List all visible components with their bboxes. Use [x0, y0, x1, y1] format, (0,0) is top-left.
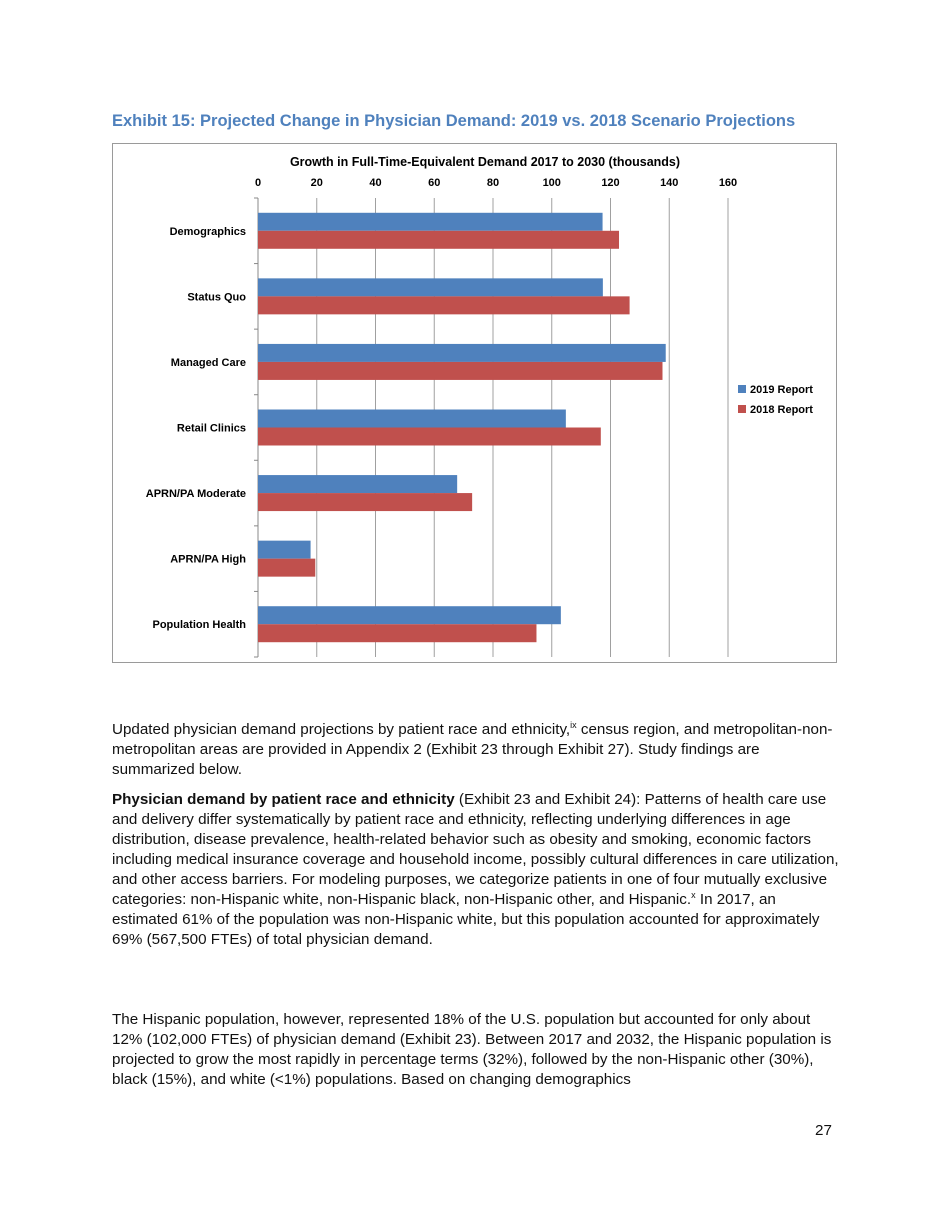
x-tick-label: 80 [487, 177, 499, 189]
bar-2018-report [258, 230, 620, 249]
paragraph-3: The Hispanic population, however, repres… [112, 1010, 842, 1090]
bar-2018-report [258, 493, 473, 512]
bar-2018-report [258, 427, 601, 446]
category-label: Status Quo [187, 291, 246, 303]
bar-2019-report [258, 475, 458, 494]
legend-swatch [738, 405, 746, 413]
text: In 2017, an estimated 61% of the populat… [112, 891, 820, 948]
text: (Exhibit 23 and Exhibit 24): Patterns of… [112, 791, 839, 908]
page-number: 27 [815, 1122, 832, 1139]
legend-label: 2019 Report [750, 384, 813, 396]
x-tick-label: 160 [719, 177, 737, 189]
x-tick-label: 0 [255, 177, 261, 189]
bar-2019-report [258, 212, 603, 231]
bar-2019-report [258, 409, 566, 428]
category-label: APRN/PA High [170, 554, 246, 566]
bar-2018-report [258, 624, 537, 643]
text: census region, and metropolitan-non-metr… [112, 721, 833, 778]
text: The Hispanic population, however, repres… [112, 1011, 832, 1088]
exhibit-title: Exhibit 15: Projected Change in Physicia… [112, 112, 796, 130]
legend-label: 2018 Report [750, 404, 813, 416]
bar-2018-report [258, 296, 630, 315]
x-tick-label: 20 [311, 177, 323, 189]
bar-2019-report [258, 540, 311, 559]
category-label: Managed Care [171, 357, 246, 369]
x-tick-label: 100 [543, 177, 561, 189]
x-tick-label: 140 [660, 177, 678, 189]
category-label: APRN/PA Moderate [146, 488, 246, 500]
paragraph-heading: Physician demand by patient race and eth… [112, 791, 455, 808]
category-label: Demographics [170, 226, 246, 238]
footnote-ref: x [691, 889, 696, 900]
bar-2019-report [258, 278, 603, 297]
legend-swatch [738, 385, 746, 393]
bar-2019-report [258, 606, 561, 625]
x-tick-label: 60 [428, 177, 440, 189]
x-tick-label: 120 [601, 177, 619, 189]
bar-2018-report [258, 361, 663, 380]
category-label: Retail Clinics [177, 423, 246, 435]
paragraph-1: Updated physician demand projections by … [112, 720, 842, 780]
bar-2019-report [258, 343, 666, 362]
category-label: Population Health [153, 619, 247, 631]
chart-svg: Growth in Full-Time-Equivalent Demand 20… [146, 155, 813, 658]
text: Updated physician demand projections by … [112, 721, 571, 738]
footnote-ref: ix [570, 719, 577, 730]
chart-title: Growth in Full-Time-Equivalent Demand 20… [290, 155, 680, 169]
bar-chart: Growth in Full-Time-Equivalent Demand 20… [112, 143, 837, 663]
x-tick-label: 40 [369, 177, 381, 189]
bar-2018-report [258, 558, 316, 577]
paragraph-2: Physician demand by patient race and eth… [112, 790, 842, 950]
